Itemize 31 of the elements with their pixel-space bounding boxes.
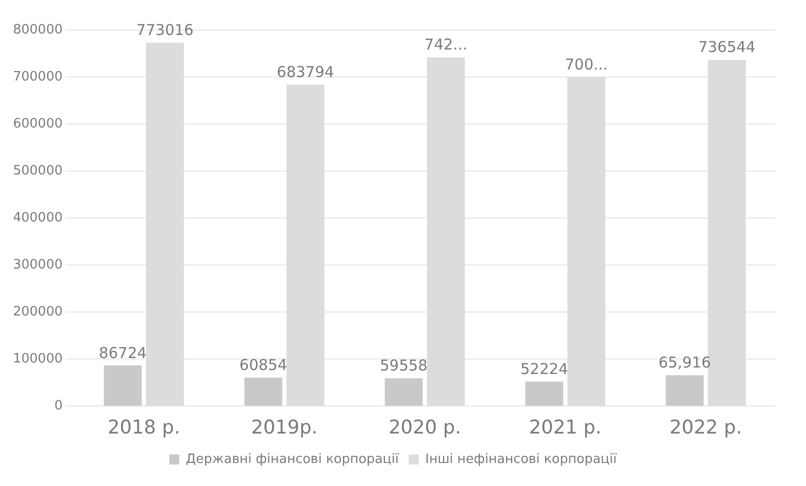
- legend-label: Інші нефінансові корпорації: [425, 452, 618, 467]
- y-tick-label: 300000: [12, 258, 63, 272]
- data-label: 60854: [239, 356, 288, 374]
- bar: [525, 382, 564, 406]
- y-tick-label: 200000: [12, 304, 63, 320]
- legend-label: Державні фінансові корпорації: [186, 452, 400, 467]
- data-label: 700...: [564, 55, 608, 74]
- data-label: 65,916: [658, 354, 711, 372]
- x-tick-label: 2022 р.: [670, 416, 742, 439]
- data-label: 683794: [276, 63, 334, 82]
- bar: [244, 378, 282, 406]
- y-tick-label: 400000: [12, 210, 63, 226]
- x-tick-label: 2018 р.: [108, 416, 180, 439]
- data-label: 773016: [136, 21, 194, 40]
- y-tick-label: 0: [54, 398, 63, 414]
- y-tick-label: 100000: [12, 352, 63, 367]
- bar: [384, 378, 423, 406]
- data-label: 59558: [380, 356, 428, 375]
- data-label: 736544: [698, 38, 756, 56]
- x-tick-label: 2021 р.: [529, 416, 602, 439]
- data-label: 86724: [98, 344, 147, 362]
- y-tick-label: 600000: [12, 116, 63, 132]
- y-tick-label: 500000: [12, 163, 63, 178]
- x-tick-label: 2019р.: [251, 416, 318, 439]
- data-label: 742...: [424, 36, 468, 54]
- y-tick-label: 700000: [12, 69, 63, 84]
- x-tick-label: 2020 р.: [388, 416, 462, 439]
- data-label: 52224: [520, 360, 568, 378]
- bar: [666, 375, 704, 406]
- y-tick-label: 800000: [12, 22, 63, 38]
- bar: [104, 365, 142, 406]
